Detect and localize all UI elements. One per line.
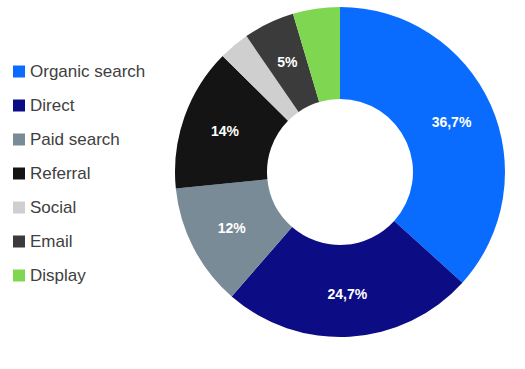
svg-text:14%: 14%	[211, 123, 240, 139]
svg-text:Display: Display	[30, 266, 86, 285]
svg-text:Email: Email	[30, 232, 73, 251]
svg-text:36,7%: 36,7%	[432, 114, 472, 130]
svg-text:Social: Social	[30, 198, 76, 217]
svg-text:12%: 12%	[218, 220, 247, 236]
svg-text:Direct: Direct	[30, 96, 75, 115]
svg-text:Referral: Referral	[30, 164, 90, 183]
svg-text:Paid search: Paid search	[30, 130, 120, 149]
svg-text:24,7%: 24,7%	[327, 286, 367, 302]
svg-text:Organic search: Organic search	[30, 62, 145, 81]
svg-text:5%: 5%	[277, 54, 298, 70]
